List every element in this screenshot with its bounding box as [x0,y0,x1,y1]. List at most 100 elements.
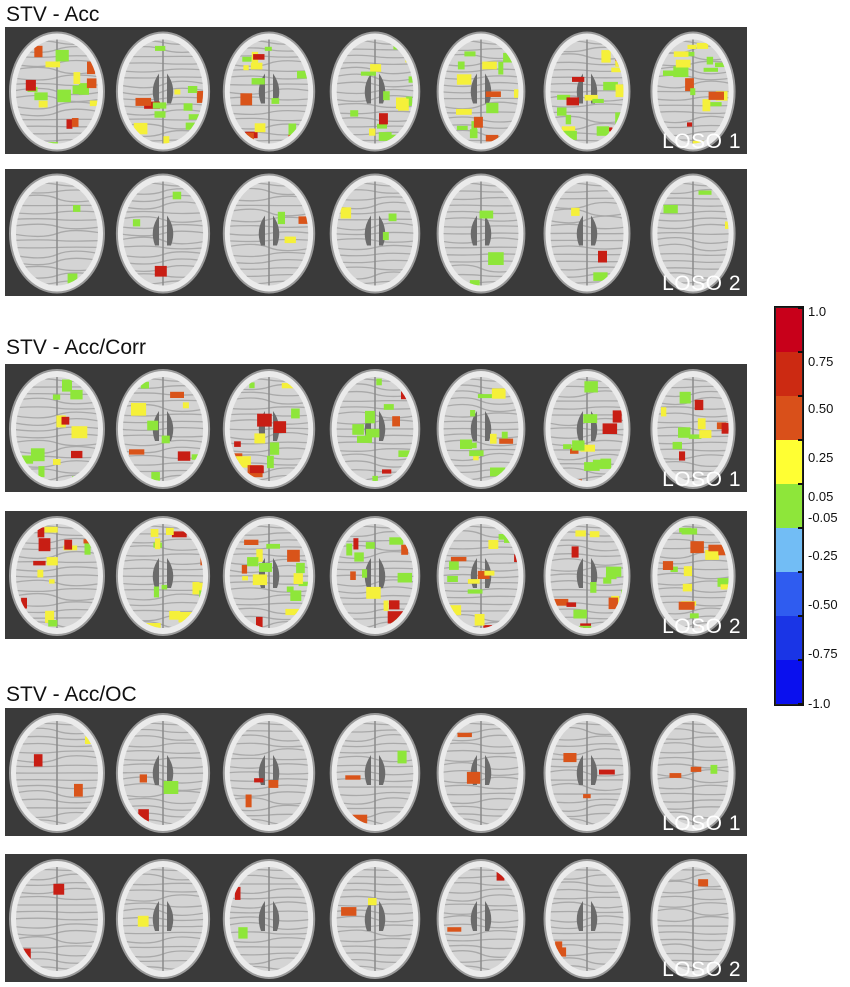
colorbar-segment [776,616,802,660]
activation-cluster [163,136,170,144]
activation-cluster [565,114,572,125]
activation-cluster [673,51,689,57]
activation-cluster [687,122,693,127]
panel-label: LOSO 2 [662,272,741,295]
activation-cluster [154,265,167,277]
activation-cluster [580,444,595,452]
activation-cluster [369,128,376,136]
ventricle [152,558,174,588]
activation-cluster [590,582,597,593]
brain-slice [329,713,421,833]
ventricle [258,215,280,246]
activation-cluster [408,76,414,83]
activation-cluster [351,814,368,824]
activation-cluster [490,433,497,444]
activation-cluster [698,190,712,195]
colorbar-tick-label: -1.0 [808,696,831,711]
activation-cluster [70,389,83,400]
brain-slice [329,369,421,489]
activation-cluster [84,543,91,555]
activation-cluster [66,119,73,129]
activation-cluster [708,102,722,107]
activation-cluster [580,623,591,628]
activation-cluster [284,236,296,244]
activation-cluster [154,111,166,118]
activation-cluster [615,84,624,98]
activation-cluster [345,775,361,780]
activation-cluster [611,67,624,73]
activation-cluster [697,418,706,430]
ventricle [364,73,386,104]
activation-cluster [596,126,610,136]
activation-cluster [584,381,598,393]
activation-cluster [401,544,409,555]
activation-cluster [710,764,718,774]
brain-slice [436,516,526,636]
activation-cluster [273,421,287,433]
activation-cluster [182,402,189,409]
activation-cluster [490,467,506,477]
activation-cluster [663,70,679,76]
activation-cluster [185,122,199,130]
panel-label: LOSO 1 [662,130,741,153]
activation-cluster [469,129,478,139]
activation-cluster [708,91,724,100]
activation-cluster [474,614,485,626]
activation-cluster [469,280,480,286]
activation-cluster [74,783,83,797]
activation-cluster [132,219,141,227]
activation-cluster [566,602,577,607]
activation-cluster [37,527,45,538]
activation-cluster [293,573,303,584]
activation-cluster [592,459,609,469]
brain-slice [222,516,316,636]
activation-cluster [49,579,55,584]
activation-cluster [259,563,272,572]
activation-cluster [25,79,36,91]
brain-slice [436,369,526,489]
panel-label: LOSO 2 [662,615,741,638]
activation-cluster [53,459,61,465]
activation-cluster [383,404,394,410]
activation-cluster [87,61,96,75]
activation-cluster [288,123,297,136]
activation-cluster [721,422,729,434]
activation-cluster [575,530,586,537]
activation-cluster [161,435,170,444]
brain-slices [9,31,736,152]
brain-slice [543,516,631,636]
activation-cluster [571,207,580,216]
brain-slice [650,369,736,489]
brain-slice [329,859,421,979]
brain-slice [543,713,631,833]
activation-cluster [71,426,88,439]
activation-cluster [464,51,476,57]
activation-cluster [45,61,61,68]
activation-cluster [268,780,279,788]
brain-slice [329,173,421,294]
activation-cluster [612,410,622,423]
ventricle [364,558,386,588]
activation-cluster [598,250,607,263]
activation-cluster [456,74,472,85]
activation-cluster [593,272,608,281]
brain-slices [9,516,736,636]
activation-cluster [78,83,89,95]
brain-slice [650,713,736,833]
activation-cluster [499,438,514,444]
activation-cluster [392,416,400,427]
activation-cluster [584,462,600,471]
activation-cluster [663,204,678,214]
colorbar-segment [776,660,802,704]
brain-slice [436,713,526,833]
brain-slice [9,713,105,833]
activation-cluster [678,601,695,610]
group-title-stv-acc-oc: STV - Acc/OC [6,683,137,706]
colorbar-tick-label: 0.25 [808,450,834,465]
activation-cluster [720,584,729,590]
activation-cluster [696,42,709,49]
brain-slice [115,173,211,294]
activation-cluster [86,78,97,89]
activation-cluster [350,110,359,117]
colorbar-tick-label: 0.50 [808,401,834,416]
